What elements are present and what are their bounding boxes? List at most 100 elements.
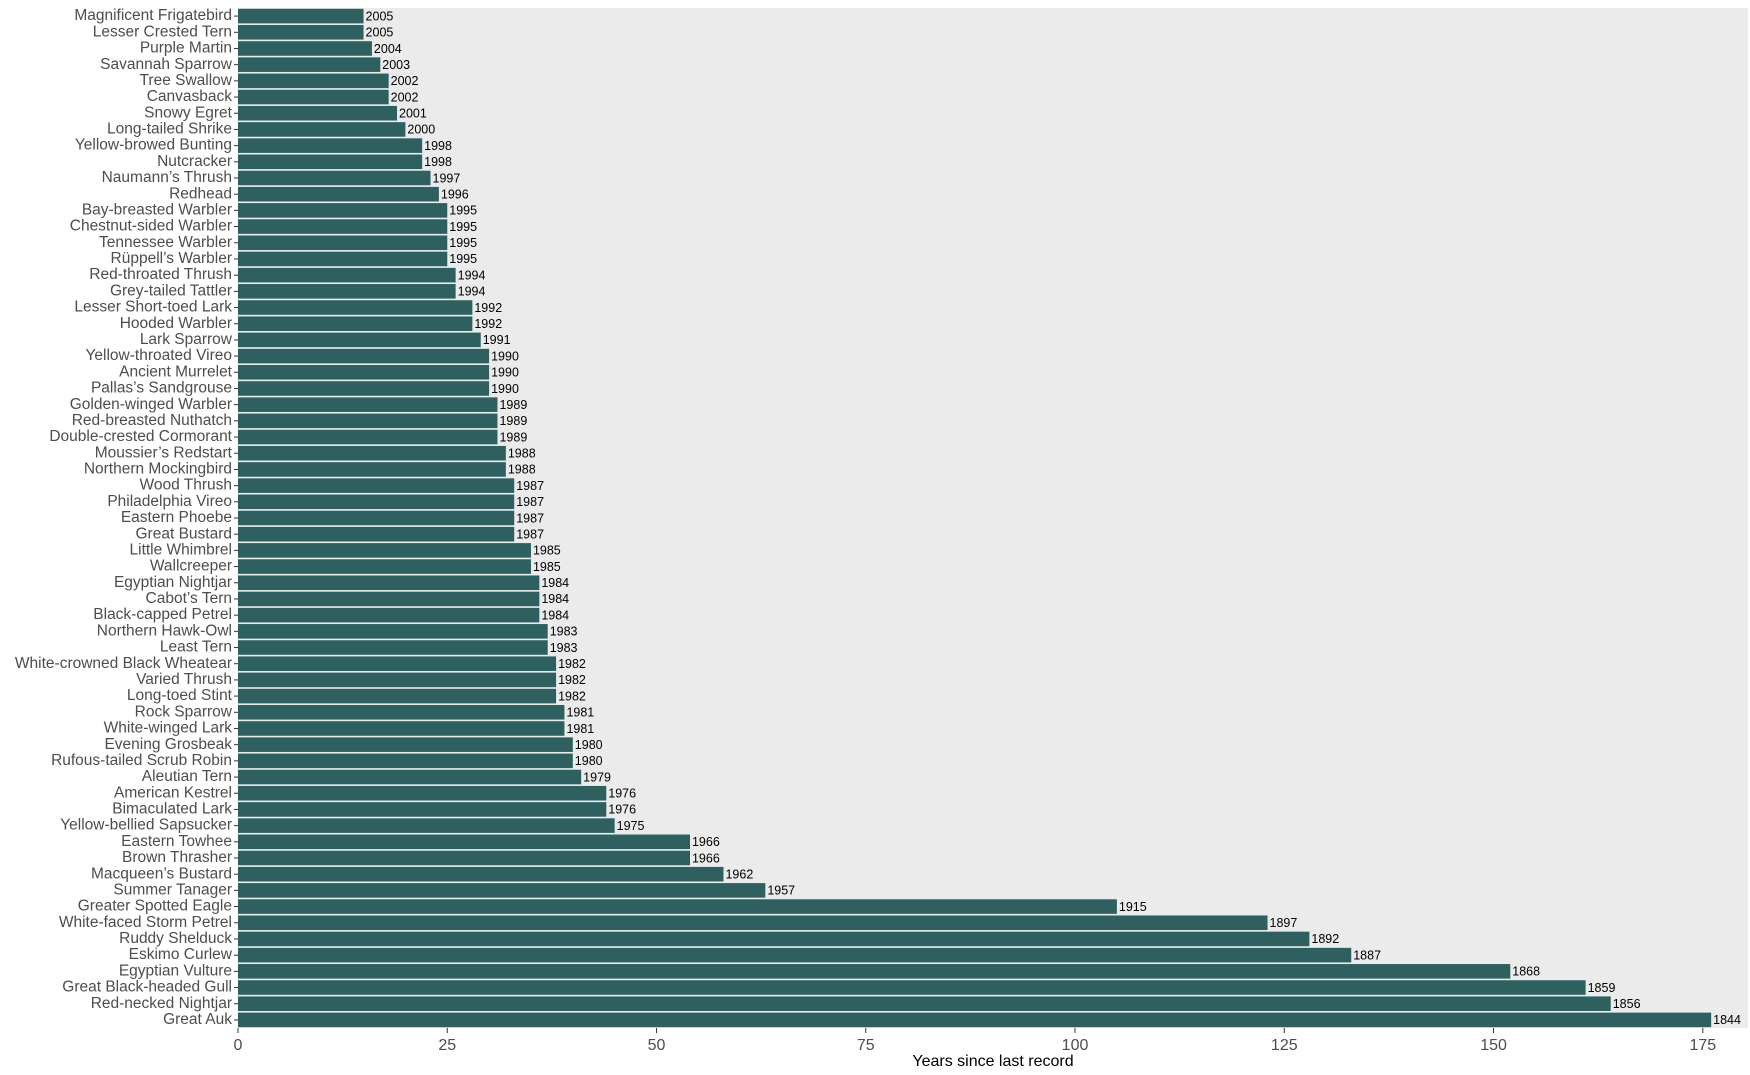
y-tick-label: Egyptian Nightjar [114, 574, 232, 591]
bar [238, 721, 565, 736]
bar [238, 818, 615, 833]
x-tick-label: 75 [857, 1037, 875, 1054]
value-label: 1976 [608, 803, 636, 817]
y-tick-label: Red-necked Nightjar [91, 995, 232, 1012]
value-label: 1985 [533, 544, 561, 558]
bar [238, 672, 557, 688]
y-tick-label: Canvasback [147, 88, 233, 105]
y-tick-label: Lesser Crested Tern [93, 23, 232, 40]
y-tick-label: Summer Tanager [113, 881, 232, 898]
value-label: 1990 [491, 349, 519, 363]
value-label: 1995 [449, 236, 477, 250]
value-label: 1897 [1270, 916, 1298, 930]
y-tick-label: Long-tailed Shrike [107, 121, 232, 138]
bar [238, 964, 1511, 979]
y-tick-label: Great Black-headed Gull [62, 979, 232, 996]
y-tick-label: Hooded Warbler [120, 315, 232, 332]
value-label: 1998 [424, 139, 452, 153]
value-label: 1990 [491, 382, 519, 396]
y-tick-label: Double-crested Cormorant [49, 428, 232, 445]
y-tick-label: Evening Grosbeak [104, 736, 232, 753]
bar [238, 947, 1352, 963]
bar [238, 316, 473, 331]
value-label: 2003 [382, 58, 410, 72]
bar [238, 73, 389, 89]
bar [238, 624, 548, 639]
value-label: 1915 [1119, 900, 1147, 914]
value-label: 1992 [474, 317, 502, 331]
y-tick-label: Lesser Short-toed Lark [74, 299, 232, 316]
value-label: 2004 [374, 42, 402, 56]
bar [238, 883, 766, 898]
bar [238, 494, 515, 510]
bar [238, 413, 498, 429]
bar [238, 219, 448, 234]
bar [238, 850, 690, 866]
y-tick-label: Wood Thrush [140, 477, 232, 494]
y-tick-label: Wallcreeper [150, 558, 232, 575]
y-tick-label: American Kestrel [114, 784, 232, 801]
y-tick-label: Nutcracker [157, 153, 232, 170]
value-label: 1887 [1353, 948, 1381, 962]
y-tick-label: Little Whimbrel [130, 541, 233, 558]
y-tick-label: Greater Spotted Eagle [78, 898, 232, 915]
value-label: 1994 [458, 268, 486, 282]
bar [238, 640, 548, 655]
value-label: 2005 [366, 26, 394, 40]
bar [238, 575, 540, 591]
bar [238, 186, 439, 202]
value-label: 1983 [550, 625, 578, 639]
bar [238, 996, 1611, 1011]
y-tick-label: Cabot’s Tern [146, 590, 232, 607]
y-tick-label: Chestnut-sided Warbler [70, 218, 232, 235]
value-label: 1995 [449, 252, 477, 266]
bar [238, 785, 607, 801]
bar [238, 105, 398, 121]
value-label: 1984 [541, 592, 569, 606]
value-label: 1984 [541, 608, 569, 622]
value-label: 1982 [558, 689, 586, 703]
value-label: 1995 [449, 220, 477, 234]
y-tick-label: Bay-breasted Warbler [82, 201, 232, 218]
y-tick-label: Eastern Towhee [121, 833, 232, 850]
bar [238, 462, 506, 477]
value-label: 1984 [541, 576, 569, 590]
bar [238, 170, 431, 186]
x-tick-label: 125 [1271, 1037, 1298, 1054]
y-tick-label: Lark Sparrow [140, 331, 233, 348]
value-label: 1980 [575, 738, 603, 752]
bar [238, 445, 506, 461]
bar [238, 737, 573, 752]
bar [238, 235, 448, 251]
bar [238, 25, 364, 40]
value-label: 1990 [491, 366, 519, 380]
y-tick-label: Yellow-browed Bunting [75, 137, 232, 154]
y-tick-label: Snowy Egret [144, 104, 233, 121]
value-label: 2002 [391, 74, 419, 88]
value-label: 1966 [692, 851, 720, 865]
bar [238, 1012, 1712, 1028]
bar [238, 526, 515, 542]
y-tick-label: Egyptian Vulture [119, 962, 232, 979]
bar [238, 607, 540, 623]
bar [238, 41, 372, 56]
y-tick-label: Rufous-tailed Scrub Robin [51, 752, 232, 769]
value-label: 1981 [566, 706, 594, 720]
y-tick-label: Northern Mockingbird [84, 461, 232, 478]
bar [238, 559, 531, 574]
y-tick-label: Least Tern [160, 639, 232, 656]
bar [238, 656, 557, 671]
y-tick-label: Varied Thrush [136, 671, 232, 688]
bar [238, 332, 481, 348]
value-label: 2005 [366, 9, 394, 23]
bar [238, 57, 381, 72]
bar [238, 381, 490, 396]
value-label: 1868 [1512, 965, 1540, 979]
x-tick-label: 0 [234, 1037, 243, 1054]
x-tick-label: 175 [1689, 1037, 1716, 1054]
value-label: 1979 [583, 770, 611, 784]
y-tick-label: White-winged Lark [104, 720, 233, 737]
x-tick-label: 50 [648, 1037, 666, 1054]
bar [238, 284, 456, 299]
